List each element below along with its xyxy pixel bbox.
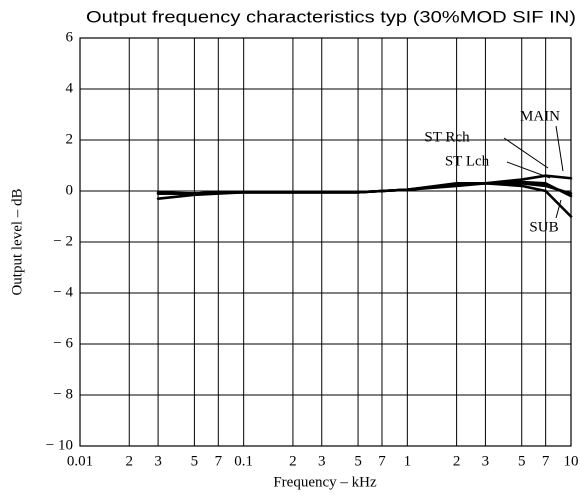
x-tick-label: 7 — [378, 453, 386, 469]
y-tick-label: 2 — [66, 131, 74, 147]
y-tick-label: 0 — [66, 182, 74, 198]
x-tick-label: 1 — [404, 453, 412, 469]
x-tick-label: 2 — [126, 453, 134, 469]
series-line — [156, 182, 573, 218]
series-label: ST Rch — [424, 129, 470, 145]
x-tick-label: 0.1 — [234, 453, 253, 469]
x-tick-label: 2 — [289, 453, 297, 469]
x-tick-label: 3 — [154, 453, 162, 469]
x-tick-label: 5 — [191, 453, 199, 469]
series-label: ST Lch — [445, 153, 490, 169]
y-tick-label: 6 — [66, 29, 74, 45]
x-tick-label: 0.01 — [67, 453, 93, 469]
y-tick-label: − 4 — [53, 284, 73, 300]
y-tick-label: − 6 — [53, 335, 73, 351]
x-tick-label: 7 — [215, 453, 223, 469]
chart-title: Output frequency characteristics typ (30… — [86, 7, 576, 26]
y-tick-label: 4 — [66, 80, 74, 96]
leader-line — [503, 137, 549, 169]
y-tick-label: − 8 — [53, 386, 73, 402]
y-axis-label: Output level – dB — [9, 188, 25, 295]
x-tick-label: 5 — [354, 453, 362, 469]
x-tick-label: 3 — [482, 453, 490, 469]
y-tick-label: − 10 — [46, 437, 73, 453]
series-label: MAIN — [520, 108, 560, 124]
x-tick-label: 7 — [542, 453, 550, 469]
x-axis-label: Frequency – kHz — [273, 474, 377, 490]
leader-line — [555, 199, 562, 219]
y-tick-label: − 2 — [53, 233, 73, 249]
series-label: SUB — [529, 219, 558, 235]
x-tick-label: 3 — [318, 453, 326, 469]
x-tick-label: 2 — [453, 453, 461, 469]
x-tick-label: 5 — [518, 453, 526, 469]
leader-line — [555, 125, 564, 172]
x-tick-label: 10 — [564, 453, 579, 469]
